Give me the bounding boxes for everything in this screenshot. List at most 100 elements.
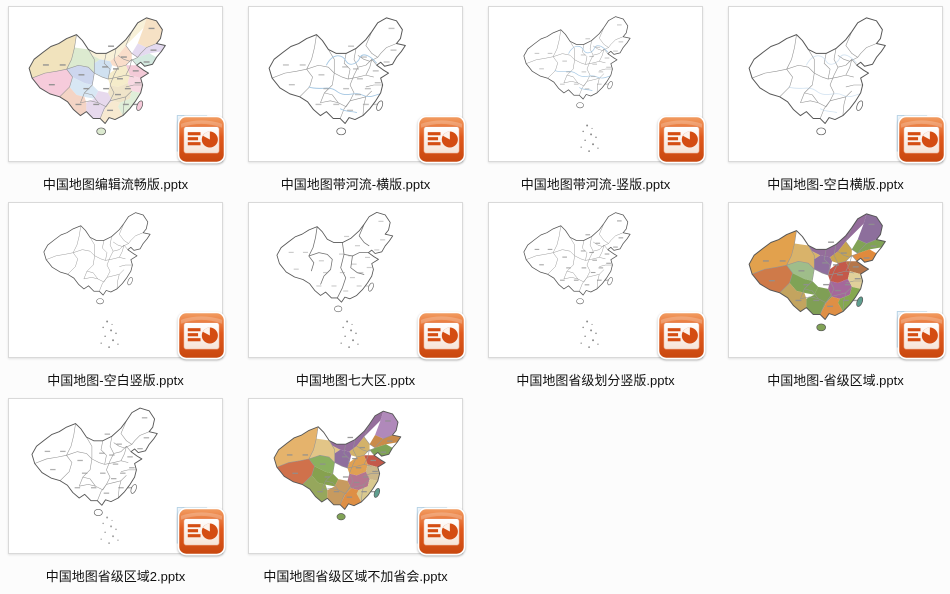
slide-text-bar <box>187 338 201 342</box>
file-item[interactable]: 中国地图带河流-横版.pptx <box>248 6 488 202</box>
powerpoint-icon <box>897 115 946 164</box>
hainan-island <box>816 323 826 332</box>
south-china-sea-islands <box>100 320 119 349</box>
slide-text-bar <box>667 142 681 146</box>
china-map-image <box>249 7 462 161</box>
slide-text-bar <box>187 142 201 146</box>
powerpoint-icon <box>177 311 226 360</box>
file-name-label[interactable]: 中国地图省级区域2.pptx <box>45 569 186 584</box>
file-item[interactable]: 中国地图-省级区域.pptx <box>728 202 950 398</box>
taiwan-island <box>376 100 384 111</box>
hainan-island <box>93 509 103 517</box>
hainan-island <box>816 127 826 136</box>
hainan-island <box>576 298 584 305</box>
slide-text-bar <box>667 338 681 342</box>
china-map-thumbnail <box>43 212 151 349</box>
china-map-image <box>9 7 222 161</box>
china-map-image <box>489 203 702 357</box>
slide-text-bar <box>907 328 921 332</box>
south-china-sea-islands <box>100 516 119 545</box>
china-map-thumbnail <box>28 17 208 152</box>
file-name-label[interactable]: 中国地图省级区域不加省会.pptx <box>263 569 448 584</box>
hainan-island <box>96 298 104 305</box>
file-name-label[interactable]: 中国地图编辑流畅版.pptx <box>42 177 189 192</box>
hainan-island <box>96 127 106 136</box>
slide-text-bar <box>427 137 439 141</box>
slide-text-bar <box>187 328 201 332</box>
file-item[interactable]: 中国地图省级划分竖版.pptx <box>488 202 728 398</box>
file-thumbnail[interactable] <box>728 6 946 164</box>
south-china-sea-islands <box>340 320 359 349</box>
file-name-label[interactable]: 中国地图-省级区域.pptx <box>767 373 904 388</box>
file-thumbnail[interactable] <box>8 6 226 164</box>
south-china-sea-islands <box>580 320 599 349</box>
slide-text-bar <box>667 333 679 337</box>
file-thumbnail[interactable] <box>8 202 226 360</box>
file-item[interactable]: 中国地图省级区域不加省会.pptx <box>248 398 488 594</box>
file-item[interactable]: 中国地图七大区.pptx <box>248 202 488 398</box>
powerpoint-icon <box>657 311 706 360</box>
powerpoint-icon <box>177 507 226 556</box>
powerpoint-icon <box>177 115 226 164</box>
slide-text-bar <box>427 142 441 146</box>
pie-chart-glyph <box>441 131 458 148</box>
taiwan-island <box>368 282 374 292</box>
china-map-thumbnail <box>748 213 928 348</box>
file-thumbnail[interactable] <box>728 202 946 360</box>
slide-text-bar <box>427 333 439 337</box>
file-item[interactable]: 中国地图-空白竖版.pptx <box>8 202 248 398</box>
slide-text-bar <box>427 529 439 533</box>
powerpoint-icon <box>417 507 466 556</box>
china-map-image <box>729 203 942 357</box>
file-thumbnail[interactable] <box>488 6 706 164</box>
taiwan-island <box>136 100 144 111</box>
file-thumbnail[interactable] <box>248 6 466 164</box>
hainan-island <box>336 513 346 521</box>
slide-text-bar <box>187 529 199 533</box>
slide-text-bar <box>187 534 201 538</box>
powerpoint-icon <box>417 115 466 164</box>
slide-text-bar <box>187 333 199 337</box>
hainan-island <box>576 102 584 109</box>
file-name-label[interactable]: 中国地图七大区.pptx <box>295 373 416 388</box>
taiwan-island <box>607 81 613 90</box>
slide-text-bar <box>427 328 441 332</box>
file-item[interactable]: 中国地图-空白横版.pptx <box>728 6 950 202</box>
file-name-label[interactable]: 中国地图带河流-横版.pptx <box>280 177 431 192</box>
file-item[interactable]: 中国地图省级区域2.pptx <box>8 398 248 594</box>
file-name-label[interactable]: 中国地图带河流-竖版.pptx <box>520 177 671 192</box>
slide-text-bar <box>667 132 681 136</box>
slide-text-bar <box>667 137 679 141</box>
pie-chart-glyph <box>441 523 458 540</box>
south-china-sea-islands <box>580 124 599 153</box>
taiwan-island <box>130 484 137 494</box>
file-name-label[interactable]: 中国地图-空白竖版.pptx <box>47 373 184 388</box>
china-map-image <box>9 203 222 357</box>
powerpoint-icon <box>417 311 466 360</box>
file-thumbnail[interactable] <box>488 202 706 360</box>
taiwan-island <box>373 488 381 498</box>
file-thumbnail[interactable] <box>8 398 226 556</box>
slide-text-bar <box>907 333 919 337</box>
file-name-label[interactable]: 中国地图省级划分竖版.pptx <box>516 373 675 388</box>
taiwan-island <box>856 296 864 307</box>
taiwan-island <box>856 100 864 111</box>
china-map-thumbnail <box>523 212 631 349</box>
china-map-thumbnail <box>268 17 406 136</box>
slide-text-bar <box>427 524 441 528</box>
china-map-thumbnail <box>276 211 394 349</box>
slide-text-bar <box>427 534 441 538</box>
china-map-image <box>489 7 702 161</box>
file-item[interactable]: 中国地图编辑流畅版.pptx <box>8 6 248 202</box>
file-thumbnail[interactable] <box>248 398 466 556</box>
powerpoint-icon <box>897 311 946 360</box>
file-name-label[interactable]: 中国地图-空白横版.pptx <box>767 177 904 192</box>
slide-text-bar <box>427 132 441 136</box>
powerpoint-icon <box>657 115 706 164</box>
china-map-image <box>249 203 462 357</box>
slide-text-bar <box>907 338 921 342</box>
file-thumbnail[interactable] <box>248 202 466 360</box>
hainan-island <box>334 305 343 313</box>
file-item[interactable]: 中国地图带河流-竖版.pptx <box>488 6 728 202</box>
